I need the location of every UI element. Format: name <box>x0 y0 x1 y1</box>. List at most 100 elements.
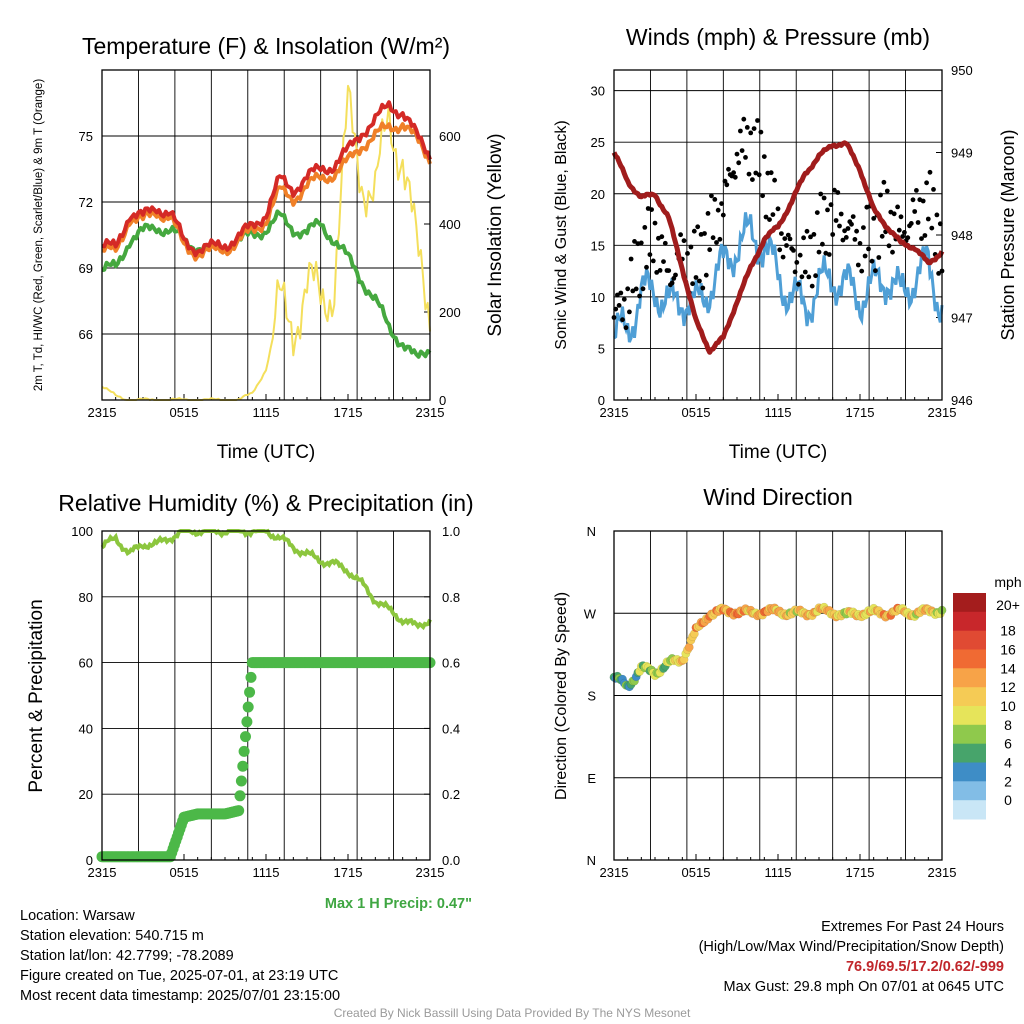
gust-point <box>678 232 683 238</box>
gust-point <box>690 281 695 287</box>
gust-point <box>669 280 675 286</box>
gust-point <box>878 192 883 198</box>
extremes-subtitle: (High/Low/Max Wind/Precipitation/Snow De… <box>698 939 1004 955</box>
series-line-sonic-wind <box>613 212 944 343</box>
gust-point <box>835 190 841 195</box>
legend-swatch <box>953 687 986 707</box>
gust-point <box>791 248 796 253</box>
gust-point <box>738 128 743 134</box>
y-tick-label: S <box>587 689 596 704</box>
figure-created: Figure created on Tue, 2025-07-01, at 23… <box>20 968 339 984</box>
legend-label: 0 <box>1004 792 1012 808</box>
series-line-relative-humidity <box>100 528 432 631</box>
gust-point <box>719 201 724 207</box>
gust-point <box>691 228 697 234</box>
gust-point <box>688 244 694 250</box>
gust-point <box>779 231 784 237</box>
gust-point <box>900 234 906 239</box>
gust-point <box>702 231 707 236</box>
x-tick-label: 0515 <box>170 865 199 880</box>
x-tick-label: 2315 <box>88 865 117 880</box>
gust-point <box>936 271 941 276</box>
temperature-plot-frame <box>101 69 431 401</box>
series-line-9m-t <box>101 121 432 262</box>
y-tick-label: 20 <box>591 187 605 202</box>
gust-point <box>712 197 718 202</box>
legend-swatch <box>953 762 986 782</box>
gust-point <box>818 191 824 197</box>
gust-point <box>837 223 842 229</box>
gust-point <box>861 225 866 231</box>
gust-point <box>886 243 892 249</box>
temperature-xlabel: Time (UTC) <box>217 442 316 463</box>
legend-swatch <box>953 611 986 632</box>
y-tick-label: 30 <box>591 84 605 99</box>
y-right-tick-label: 400 <box>439 217 461 232</box>
y-tick-label: 40 <box>79 721 93 736</box>
gust-point <box>811 232 817 237</box>
gust-point <box>659 234 665 240</box>
temperature-ylabel: 2m T, Td, HI/WC (Red, Green, Scarlet/Blu… <box>33 79 45 391</box>
x-tick-label: 1715 <box>846 405 875 420</box>
gust-point <box>750 177 755 183</box>
y-right-tick-label: 0 <box>439 393 446 408</box>
station-elevation: Station elevation: 540.715 m <box>20 928 204 944</box>
legend-swatch <box>953 800 986 820</box>
gust-point <box>681 238 687 244</box>
y-tick-label: 5 <box>598 341 605 356</box>
y-tick-label: 20 <box>79 787 93 802</box>
gust-point <box>616 303 622 308</box>
gust-point <box>642 225 648 230</box>
direction-title: Wind Direction <box>703 484 853 510</box>
gust-point <box>751 126 757 131</box>
gust-point <box>647 252 653 257</box>
y-tick-label: E <box>587 771 596 786</box>
legend-label: 8 <box>1004 717 1012 733</box>
gust-point <box>845 226 851 231</box>
gust-point <box>700 285 706 291</box>
gust-point <box>618 290 624 296</box>
gust-point <box>814 210 820 216</box>
gust-point <box>842 228 847 234</box>
gust-point <box>857 241 863 246</box>
gust-point <box>731 170 736 176</box>
y-tick-label: 80 <box>79 590 93 605</box>
gust-point <box>768 170 774 176</box>
gust-point <box>838 211 844 217</box>
y-right-tick-label: 946 <box>951 393 973 408</box>
humidity-title: Relative Humidity (%) & Precipitation (i… <box>58 490 473 516</box>
gust-point <box>772 177 777 183</box>
gust-point <box>628 256 634 262</box>
legend-label: 16 <box>1000 642 1016 658</box>
precip-point <box>242 701 254 713</box>
series-line-2m-t <box>101 100 432 258</box>
gust-point <box>896 227 902 233</box>
humidity-panel: Relative Humidity (%) & Precipitation (i… <box>26 490 474 880</box>
station-location: Location: Warsaw <box>20 908 135 924</box>
x-tick-label: 2315 <box>88 405 117 420</box>
gust-point <box>833 218 839 223</box>
gust-point <box>879 233 885 239</box>
y-tick-label: 66 <box>79 327 93 342</box>
y-right-tick-label: 948 <box>951 228 973 243</box>
gust-point <box>736 160 742 166</box>
gust-point <box>767 217 772 223</box>
gust-point <box>910 197 916 203</box>
gust-point <box>866 246 871 252</box>
gust-point <box>931 187 936 192</box>
gust-point <box>796 281 801 287</box>
gust-point <box>809 283 815 289</box>
y-right-tick-label: 0.4 <box>442 721 460 736</box>
precip-point <box>234 790 246 802</box>
y-right-tick-label: 947 <box>951 311 973 326</box>
gust-point <box>830 232 836 237</box>
gust-point <box>780 254 786 260</box>
temperature-title: Temperature (F) & Insolation (W/m²) <box>82 33 450 59</box>
gust-point <box>873 268 878 274</box>
gust-point <box>895 204 900 210</box>
humidity-plot-frame <box>101 530 431 861</box>
gust-point <box>862 253 868 259</box>
gust-point <box>625 286 631 292</box>
legend-label: 4 <box>1004 755 1012 771</box>
